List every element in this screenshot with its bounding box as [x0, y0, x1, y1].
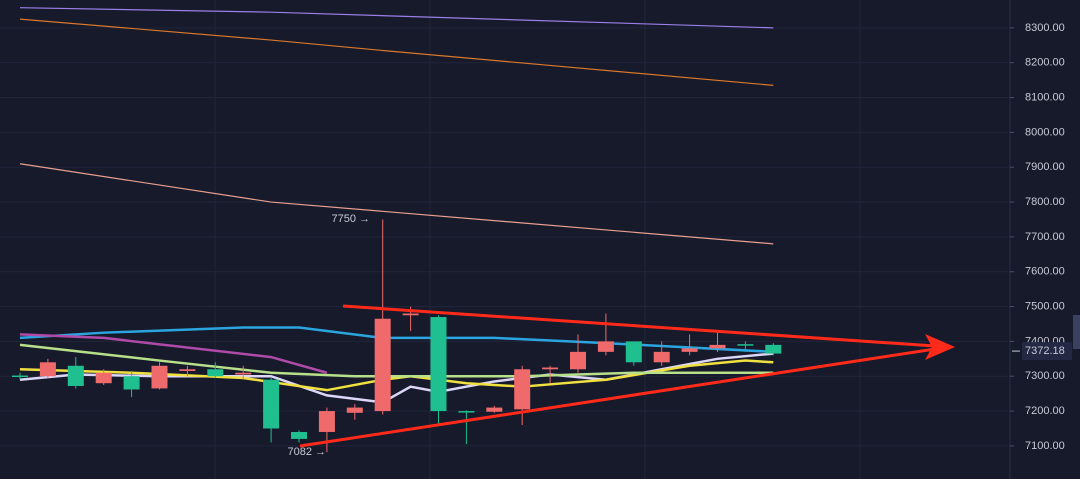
triangle-drawing	[299, 304, 955, 448]
candle-body	[95, 372, 112, 384]
y-tick-label: 8200.00	[1025, 57, 1065, 69]
vertical-grid	[214, 0, 861, 479]
moving-averages	[19, 7, 774, 404]
high-annotation: 7750 →	[331, 213, 370, 225]
last-price-box	[1022, 342, 1072, 361]
y-tick-label: 8000.00	[1025, 126, 1065, 138]
candle-body	[235, 372, 252, 375]
candle-body	[151, 365, 168, 389]
candle-body	[291, 431, 307, 439]
low-annotation: 7082 →	[287, 446, 326, 458]
y-tick-label: 8300.00	[1025, 22, 1065, 34]
moving-average-line	[19, 163, 774, 245]
y-tick-label: 7500.00	[1025, 300, 1065, 312]
candle-body	[681, 348, 698, 352]
candle-body	[514, 369, 531, 410]
candle-body	[625, 341, 642, 363]
moving-average-line	[19, 333, 328, 374]
arrow-head	[925, 334, 955, 360]
candle-body	[374, 318, 391, 412]
price-axis	[1010, 0, 1080, 479]
candle-body	[597, 341, 614, 352]
last-price-label: 7372.18	[1025, 345, 1065, 357]
candle-body	[765, 344, 782, 354]
candle-body	[542, 367, 559, 370]
moving-average-line	[19, 7, 774, 29]
candle-body	[67, 365, 84, 386]
trend-line-upper	[342, 304, 936, 348]
axis-handle	[1073, 315, 1080, 349]
candle-body	[653, 351, 670, 363]
y-tick-label: 7300.00	[1025, 370, 1065, 382]
candle-body	[430, 317, 447, 412]
y-tick-label: 7200.00	[1025, 405, 1065, 417]
candle-body	[709, 344, 726, 349]
moving-average-line	[19, 343, 774, 378]
y-tick-label: 7600.00	[1025, 266, 1065, 278]
candle-body	[123, 376, 140, 390]
candle-body	[318, 411, 335, 432]
candle-body	[207, 369, 224, 377]
price-axis-labels: 7100.007200.007300.007400.007500.007600.…	[1010, 22, 1072, 452]
y-tick-label: 7900.00	[1025, 161, 1065, 173]
candle-body	[737, 344, 754, 346]
candle-body	[12, 375, 28, 378]
trend-line-lower	[299, 347, 936, 448]
candles	[12, 219, 782, 453]
candle-body	[570, 351, 586, 370]
moving-average-line	[19, 18, 774, 86]
y-tick-label: 7700.00	[1025, 231, 1065, 243]
candle-body	[486, 407, 503, 412]
y-tick-label: 7100.00	[1025, 440, 1065, 452]
candle-body	[402, 313, 419, 316]
candle-body	[458, 411, 475, 413]
candle-body	[346, 407, 363, 413]
y-tick-label: 8100.00	[1025, 91, 1065, 103]
moving-average-line	[19, 326, 774, 354]
y-tick-label: 7800.00	[1025, 196, 1065, 208]
candle-body	[263, 379, 280, 429]
grid	[0, 27, 1010, 447]
candle-body	[39, 362, 56, 377]
candle-body	[179, 369, 196, 372]
